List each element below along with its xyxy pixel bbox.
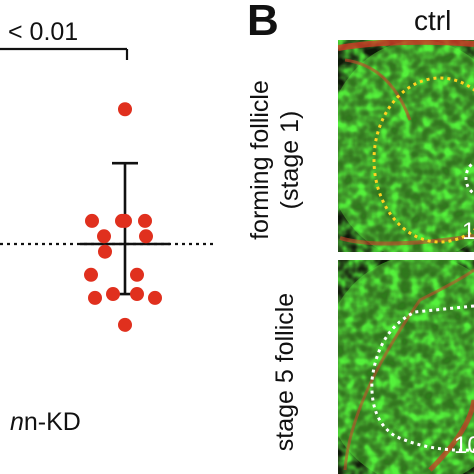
panel-letter-b: B — [247, 0, 279, 45]
p-value-label: < 0.01 — [8, 18, 79, 46]
data-point — [148, 290, 162, 305]
group-label: nn-KD — [10, 408, 81, 437]
data-point — [139, 229, 153, 244]
micrograph-top — [338, 40, 474, 252]
data-point — [88, 290, 102, 305]
data-point — [118, 213, 132, 228]
nucleus-outline-bottom — [370, 304, 474, 452]
data-point — [118, 317, 132, 332]
data-point — [130, 287, 144, 302]
data-points — [84, 102, 162, 332]
scale-label-top: 1 — [462, 218, 474, 245]
micrograph-bottom — [338, 260, 474, 474]
group-label-italic: n — [10, 408, 24, 436]
data-point — [98, 244, 112, 259]
dot-plot — [0, 47, 215, 332]
data-point — [85, 213, 99, 228]
data-point — [106, 287, 120, 302]
column-label-ctrl: ctrl — [414, 5, 452, 36]
data-point — [118, 102, 132, 117]
data-point — [97, 229, 111, 244]
scale-label-bottom: 10 — [454, 432, 474, 459]
group-label-suffix: n-KD — [23, 408, 81, 436]
nucleus-outline-top — [464, 161, 474, 195]
data-point — [138, 213, 152, 228]
data-point — [130, 267, 144, 282]
cell-outline-top — [372, 76, 474, 244]
data-point — [84, 267, 98, 282]
